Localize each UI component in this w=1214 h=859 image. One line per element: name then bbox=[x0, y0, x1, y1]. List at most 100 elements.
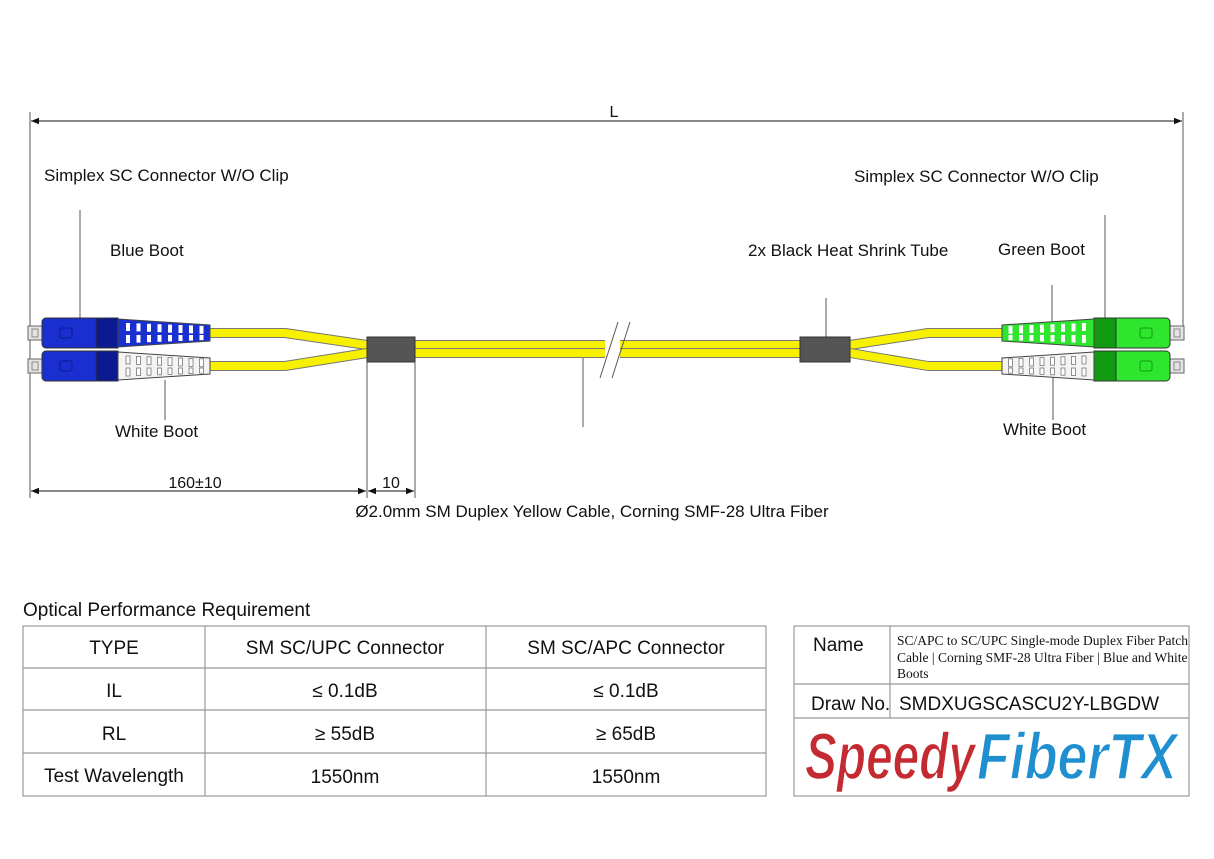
boot-rib bbox=[147, 323, 151, 332]
ferrule-tip bbox=[31, 361, 39, 371]
boot-rib bbox=[1040, 335, 1044, 342]
boot-rib bbox=[1050, 324, 1055, 333]
boot-rib bbox=[1008, 358, 1013, 368]
boot-rib bbox=[157, 324, 162, 333]
boot-rib bbox=[1029, 357, 1034, 367]
boot-rib bbox=[1060, 367, 1066, 376]
boot-rib bbox=[188, 367, 194, 374]
boot-rib bbox=[1071, 367, 1076, 376]
connectors bbox=[27, 317, 1185, 382]
boot-rib bbox=[1008, 335, 1013, 341]
cable-leg-right-top bbox=[849, 329, 1002, 349]
cable-break-mark bbox=[611, 321, 631, 379]
boot-rib bbox=[125, 355, 131, 365]
green-boot-label: Green Boot bbox=[998, 240, 1085, 259]
right-bottom-connector-white-boot bbox=[1001, 350, 1185, 382]
heat-shrink-label: 2x Black Heat Shrink Tube bbox=[748, 241, 948, 260]
boot-rib bbox=[136, 335, 141, 343]
name-line-1: SC/APC to SC/UPC Single-mode Duplex Fibe… bbox=[897, 633, 1188, 648]
boot-rib bbox=[189, 325, 193, 334]
name-line-3: Boots bbox=[897, 666, 929, 681]
performance-title: Optical Performance Requirement bbox=[23, 600, 311, 621]
header-upc: SM SC/UPC Connector bbox=[246, 638, 445, 659]
boot-rib bbox=[199, 335, 204, 341]
boot-rib bbox=[168, 335, 172, 342]
boot-rib bbox=[1081, 355, 1087, 365]
boot-rib bbox=[1008, 325, 1013, 334]
duplex-cable bbox=[210, 321, 1002, 379]
grip-band bbox=[1093, 350, 1117, 382]
ferrule bbox=[27, 358, 43, 374]
row-wavelength-apc: 1550nm bbox=[592, 767, 661, 788]
grip-band bbox=[95, 317, 119, 349]
boot bbox=[1001, 318, 1095, 348]
left-top-connector-blue-boot bbox=[27, 317, 211, 349]
grip-band bbox=[1093, 317, 1117, 349]
boot-rib bbox=[157, 335, 162, 342]
row-il-apc: ≤ 0.1dB bbox=[593, 681, 658, 702]
name-line-2: Cable | Corning SMF-28 Ultra Fiber | Blu… bbox=[897, 650, 1188, 665]
header-apc: SM SC/APC Connector bbox=[527, 638, 725, 659]
row-rl-upc: ≥ 55dB bbox=[315, 724, 375, 745]
boot-rib bbox=[1029, 367, 1034, 375]
boot-rib bbox=[136, 355, 141, 365]
cable-break-mark bbox=[599, 321, 619, 379]
boot-rib bbox=[1039, 367, 1045, 375]
boot-rib bbox=[125, 367, 131, 377]
boot bbox=[117, 351, 211, 381]
boot-rib bbox=[188, 358, 194, 367]
header-type: TYPE bbox=[89, 638, 139, 659]
boot-rib bbox=[136, 323, 141, 332]
boot bbox=[1001, 351, 1095, 381]
boot-rib bbox=[1019, 325, 1023, 334]
breakout-dimension: 160±10 bbox=[168, 475, 221, 492]
left-heat-shrink-tube bbox=[366, 336, 416, 363]
boot-rib bbox=[146, 356, 152, 366]
draw-no-label: Draw No. bbox=[811, 694, 890, 715]
right-connector-label: Simplex SC Connector W/O Clip bbox=[854, 167, 1099, 186]
grip-band bbox=[95, 350, 119, 382]
boot-rib bbox=[1061, 335, 1065, 343]
ferrule bbox=[1169, 325, 1185, 341]
boot-rib bbox=[178, 367, 183, 375]
logo-fibertx: FiberTX bbox=[977, 719, 1180, 793]
boot-rib bbox=[1040, 324, 1044, 333]
boot-rib bbox=[178, 335, 183, 341]
draw-no-value: SMDXUGSCASCU2Y-LBGDW bbox=[899, 694, 1159, 715]
boot-rib bbox=[126, 335, 130, 343]
boot-rib bbox=[178, 357, 183, 367]
latch-window bbox=[1139, 360, 1153, 372]
cable-leg-right-bottom bbox=[849, 349, 1002, 370]
right-heat-shrink-tube bbox=[799, 336, 851, 363]
boot-rib bbox=[136, 367, 141, 376]
row-rl-type: RL bbox=[102, 724, 126, 745]
boot-rib bbox=[1019, 335, 1023, 341]
boot-rib bbox=[1029, 325, 1034, 333]
right-top-connector-green-boot bbox=[1001, 317, 1185, 349]
boot-rib bbox=[1061, 323, 1065, 332]
boot-rib bbox=[1029, 335, 1034, 341]
boot bbox=[117, 318, 211, 348]
shrink-dimension: 10 bbox=[382, 475, 400, 492]
boot-rib bbox=[1039, 357, 1045, 367]
ferrule-tip bbox=[1173, 328, 1181, 338]
latch-window bbox=[1139, 327, 1153, 339]
row-rl-apc: ≥ 65dB bbox=[596, 724, 656, 745]
left-white-boot-label: White Boot bbox=[115, 422, 198, 441]
row-il-type: IL bbox=[106, 681, 122, 702]
boot-rib bbox=[178, 325, 183, 333]
boot-rib bbox=[126, 323, 130, 331]
title-block: Name SC/APC to SC/UPC Single-mode Duplex… bbox=[793, 625, 1190, 797]
cable-caption: Ø2.0mm SM Duplex Yellow Cable, Corning S… bbox=[355, 502, 829, 521]
name-label: Name bbox=[813, 635, 864, 656]
latch-window bbox=[59, 360, 73, 372]
boot-rib bbox=[146, 367, 152, 376]
logo-speedy: Speedy bbox=[805, 719, 977, 793]
latch-window bbox=[59, 327, 73, 339]
cable-leg-left-top bbox=[210, 329, 368, 349]
boot-rib bbox=[157, 367, 162, 376]
row-wavelength-upc: 1550nm bbox=[311, 767, 380, 788]
row-il-upc: ≤ 0.1dB bbox=[312, 681, 377, 702]
ferrule-tip bbox=[1173, 361, 1181, 371]
